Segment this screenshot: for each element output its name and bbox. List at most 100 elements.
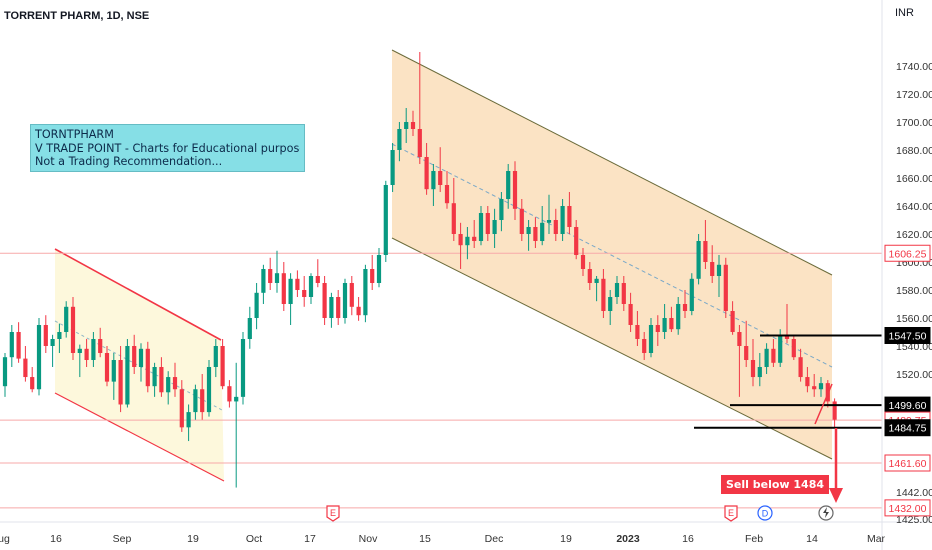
x-tick-label: 14 bbox=[806, 533, 818, 545]
x-tick-label: Mar bbox=[867, 533, 886, 545]
candle-up bbox=[662, 304, 667, 339]
candle-body bbox=[716, 264, 722, 276]
candle-body bbox=[472, 236, 477, 241]
candle-body bbox=[390, 150, 395, 185]
candle-down bbox=[84, 339, 89, 367]
left-channel-lower-line bbox=[54, 392, 225, 482]
candle-body bbox=[784, 334, 790, 339]
candle-body bbox=[193, 389, 198, 413]
x-tick-label: ug bbox=[0, 533, 10, 545]
candle-down bbox=[553, 208, 558, 241]
candle-up bbox=[614, 276, 620, 304]
candle-body bbox=[737, 332, 742, 346]
candle-down bbox=[635, 311, 640, 346]
candle-body bbox=[601, 278, 606, 311]
candle-body bbox=[98, 339, 103, 353]
candle-body bbox=[642, 339, 647, 353]
candle-body bbox=[621, 283, 626, 304]
candle-down bbox=[723, 257, 728, 318]
candle-body bbox=[172, 377, 178, 390]
y-tick-label: 1680.00 bbox=[896, 145, 932, 157]
candle-body bbox=[655, 325, 660, 332]
candle-body bbox=[410, 122, 416, 129]
sell-signal-label: Sell below 1484 bbox=[721, 475, 830, 494]
candle-body bbox=[363, 269, 368, 316]
candle-body bbox=[778, 334, 783, 363]
candle-body bbox=[16, 332, 21, 359]
candle-body bbox=[227, 386, 232, 402]
candle-down bbox=[791, 334, 796, 360]
earnings-icon: E bbox=[326, 505, 340, 522]
candle-down bbox=[370, 255, 375, 290]
dividend-icon-shape bbox=[757, 505, 773, 521]
candle-body bbox=[159, 367, 164, 393]
candle-down bbox=[730, 301, 735, 335]
candle-body bbox=[451, 203, 456, 234]
candle-body bbox=[268, 269, 273, 283]
candle-up bbox=[77, 344, 82, 378]
candle-body bbox=[36, 325, 42, 390]
candle-body bbox=[750, 360, 756, 378]
price-label-box bbox=[884, 454, 931, 472]
candle-body bbox=[186, 412, 191, 428]
candle-body bbox=[132, 346, 137, 367]
candle-down bbox=[737, 325, 742, 397]
candle-body bbox=[30, 377, 35, 390]
candle-body bbox=[832, 401, 837, 420]
candle-body bbox=[342, 283, 348, 318]
x-tick-label: 19 bbox=[560, 533, 572, 545]
candle-down bbox=[574, 220, 579, 260]
candle-body bbox=[499, 199, 504, 220]
candle-body bbox=[812, 386, 817, 390]
price-label: 1461.60 bbox=[884, 454, 931, 472]
candle-down bbox=[580, 248, 586, 276]
candle-body bbox=[669, 318, 674, 330]
price-label-text: 1606.25 bbox=[889, 248, 927, 260]
candle-body bbox=[791, 339, 796, 358]
candle-body bbox=[138, 348, 144, 367]
price-label-box bbox=[884, 244, 931, 262]
price-label-text: 1547.50 bbox=[889, 331, 927, 343]
candle-body bbox=[2, 357, 8, 387]
candle-up bbox=[764, 343, 769, 374]
candle-down bbox=[281, 262, 286, 311]
candle-down bbox=[356, 297, 361, 321]
candle-body bbox=[70, 306, 76, 353]
candle-up bbox=[125, 339, 130, 408]
candle-body bbox=[9, 332, 14, 358]
split-icon-glyph bbox=[823, 507, 829, 518]
candle-up bbox=[50, 334, 55, 367]
y-tick-label: 1640.00 bbox=[896, 201, 932, 213]
candle-body bbox=[798, 357, 803, 378]
candle-body bbox=[288, 278, 293, 304]
price-label: 1484.75 bbox=[884, 419, 931, 437]
candle-up bbox=[594, 276, 599, 302]
candle-body bbox=[274, 273, 280, 283]
time-axis[interactable]: ug 16 Sep 19 Oct 17 Nov 15 Dec 19 2023 16 Feb 14 Mar bbox=[0, 533, 886, 545]
candle-body bbox=[438, 171, 443, 185]
candle-down bbox=[227, 380, 232, 408]
candle-up bbox=[36, 318, 42, 396]
candle-body bbox=[710, 262, 715, 276]
candle-down bbox=[519, 199, 524, 241]
candle-down bbox=[771, 339, 776, 367]
candle-body bbox=[696, 241, 701, 279]
candle-down bbox=[336, 290, 341, 325]
y-tick-label: 1740.00 bbox=[896, 61, 932, 73]
x-tick-label: 16 bbox=[50, 533, 62, 545]
candle-body bbox=[356, 306, 361, 316]
candle-body bbox=[370, 269, 375, 283]
educational-note[interactable]: TORNTPHARM V TRADE POINT - Charts for Ed… bbox=[30, 124, 305, 172]
candle-body bbox=[485, 213, 490, 234]
candle-up bbox=[342, 278, 348, 324]
candle-down bbox=[703, 220, 708, 269]
candle-body bbox=[206, 367, 212, 413]
y-tick-label: 1620.00 bbox=[896, 229, 932, 241]
candle-body bbox=[64, 306, 69, 332]
candle-down bbox=[410, 110, 416, 136]
candle-body bbox=[91, 339, 96, 360]
candle-body bbox=[478, 213, 484, 241]
candle-down bbox=[812, 374, 817, 397]
candle-down bbox=[458, 222, 463, 269]
